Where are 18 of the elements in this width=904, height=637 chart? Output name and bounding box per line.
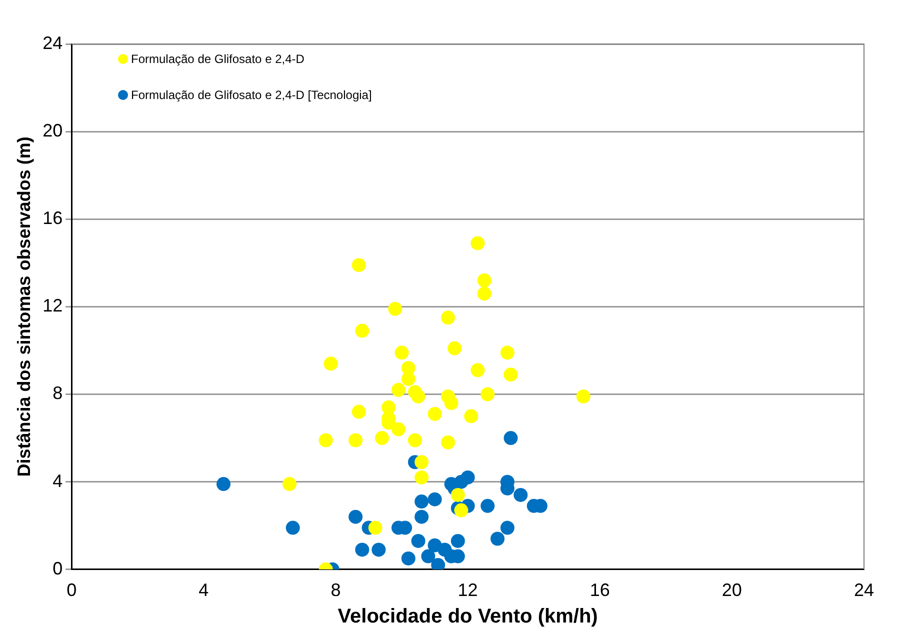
legend-label: Formulação de Glifosato e 2,4-D (131, 52, 304, 66)
legend-label: Formulação de Glifosato e 2,4-D [Tecnologia] (131, 88, 372, 102)
x-tick-label: 20 (722, 580, 742, 600)
x-tick-label: 4 (198, 580, 209, 600)
x-tick-label: 0 (66, 580, 77, 600)
x-tick-label: 24 (854, 580, 874, 600)
y-tick-label: 12 (42, 296, 63, 316)
y-tick-label: 20 (42, 120, 63, 141)
y-tick-label: 16 (42, 208, 63, 228)
y-tick-label: 24 (42, 32, 63, 53)
x-axis-title: Velocidade do Vento (km/h) (338, 606, 598, 628)
y-tick-label: 4 (52, 470, 63, 491)
y-tick-label: 8 (52, 383, 63, 404)
y-axis-title: Distância dos sintomas observados (m) (14, 136, 34, 477)
y-tick-label: 0 (52, 558, 63, 578)
x-tick-label: 16 (590, 580, 610, 600)
x-tick-label: 8 (330, 580, 341, 600)
x-tick-label: 12 (458, 580, 478, 600)
